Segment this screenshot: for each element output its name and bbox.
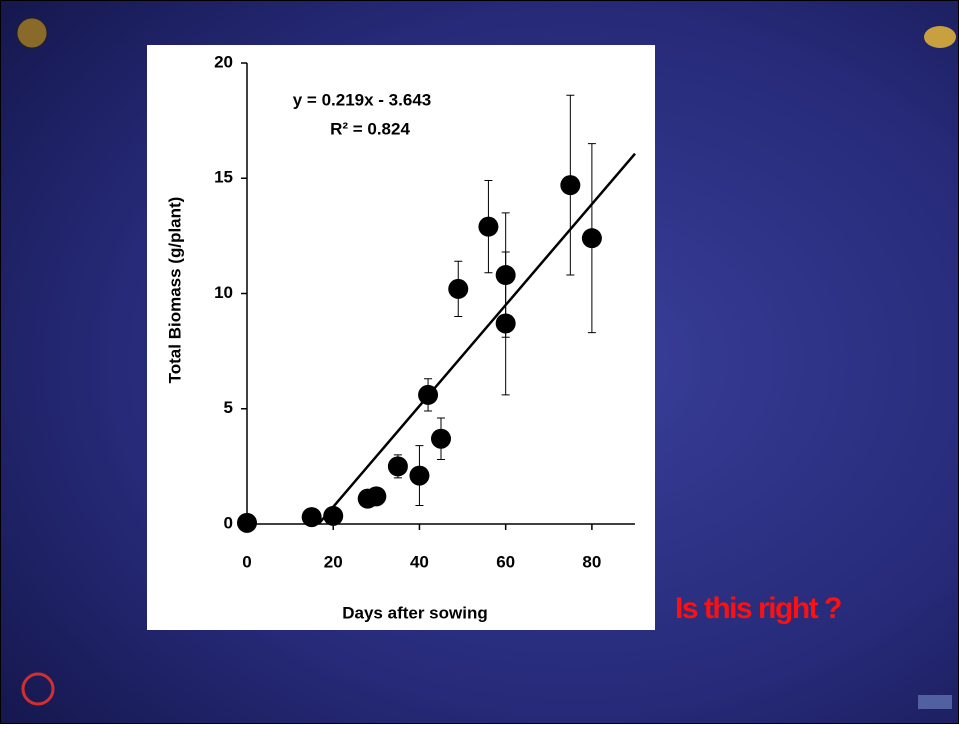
y-tick-label: 20 [214,52,233,71]
y-tick-label: 0 [224,513,233,532]
data-point [237,512,257,533]
r-squared: R² = 0.824 [330,119,410,138]
data-point [418,384,439,405]
data-point [431,428,451,449]
y-tick-label: 10 [214,283,233,302]
x-tick-label: 20 [324,552,343,571]
data-point [495,265,516,286]
data-point [560,175,581,196]
x-axis-label: Days after sowing [342,603,488,622]
data-point [581,228,602,249]
equation: y = 0.219x - 3.643 [293,90,431,109]
x-tick-label: 60 [496,552,515,571]
caption: Is this right ? [675,592,841,625]
x-tick-label: 40 [410,552,429,571]
data-point [366,486,387,507]
trend-line [317,152,636,525]
data-point [495,313,516,334]
x-tick-label: 0 [242,552,251,571]
data-point [409,465,430,486]
logo-top-right [924,26,956,48]
logo-top-left [16,17,48,49]
data-point [387,456,408,477]
logo-bottom-left [21,672,55,706]
y-axis-label: Total Biomass (g/plant) [165,197,184,384]
data-point [448,278,469,299]
data-point [301,507,322,528]
y-tick-label: 5 [224,398,233,417]
x-tick-label: 80 [582,552,601,571]
y-tick-label: 15 [214,168,233,187]
logo-bottom-right [918,695,952,709]
data-point [478,216,499,237]
data-point [323,505,344,526]
